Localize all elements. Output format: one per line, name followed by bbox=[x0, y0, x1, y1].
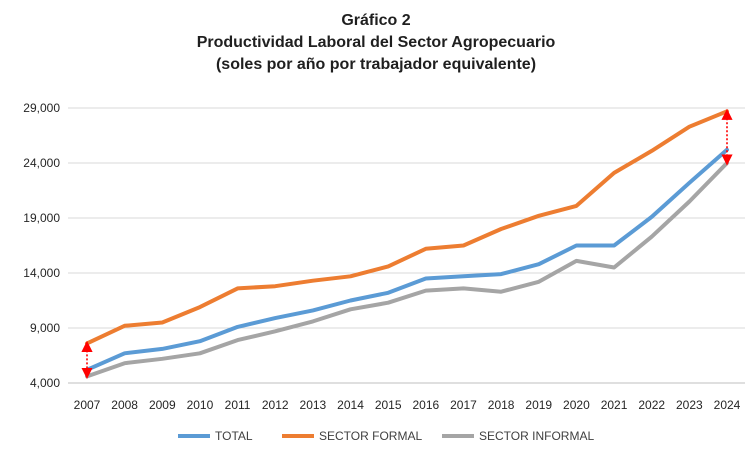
x-tick-label: 2018 bbox=[488, 398, 515, 412]
y-tick-label: 14,000 bbox=[23, 266, 60, 280]
chart-subtitle-units: (soles por año por trabajador equivalent… bbox=[215, 56, 537, 73]
x-tick-label: 2022 bbox=[638, 398, 665, 412]
x-tick-label: 2021 bbox=[601, 398, 628, 412]
x-tick-label: 2024 bbox=[714, 398, 741, 412]
y-tick-label: 24,000 bbox=[23, 156, 60, 170]
x-tick-label: 2014 bbox=[337, 398, 364, 412]
x-tick-label: 2009 bbox=[149, 398, 176, 412]
x-tick-label: 2015 bbox=[375, 398, 402, 412]
series-line-total bbox=[85, 147, 729, 372]
x-tick-label: 2008 bbox=[111, 398, 138, 412]
legend-label: SECTOR INFORMAL bbox=[479, 429, 594, 443]
chart-title: Gráfico 2 bbox=[341, 12, 411, 29]
x-tick-label: 2011 bbox=[225, 398, 251, 412]
x-tick-label: 2023 bbox=[676, 398, 703, 412]
x-tick-label: 2007 bbox=[74, 398, 101, 412]
legend-label: TOTAL bbox=[215, 429, 253, 443]
chart-subtitle: Productividad Laboral del Sector Agropec… bbox=[196, 34, 556, 51]
legend-label: SECTOR FORMAL bbox=[319, 429, 422, 443]
x-tick-label: 2016 bbox=[412, 398, 439, 412]
x-tick-label: 2010 bbox=[187, 398, 214, 412]
series-line-sector-formal bbox=[85, 109, 729, 346]
y-tick-label: 9,000 bbox=[30, 321, 60, 335]
x-tick-label: 2017 bbox=[450, 398, 477, 412]
x-tick-label: 2012 bbox=[262, 398, 289, 412]
series-line-sector-informal bbox=[85, 161, 729, 379]
y-tick-label: 29,000 bbox=[23, 101, 60, 115]
x-tick-label: 2013 bbox=[300, 398, 327, 412]
x-tick-label: 2019 bbox=[525, 398, 552, 412]
y-tick-label: 4,000 bbox=[30, 376, 60, 390]
y-tick-label: 19,000 bbox=[23, 211, 60, 225]
x-tick-label: 2020 bbox=[563, 398, 590, 412]
